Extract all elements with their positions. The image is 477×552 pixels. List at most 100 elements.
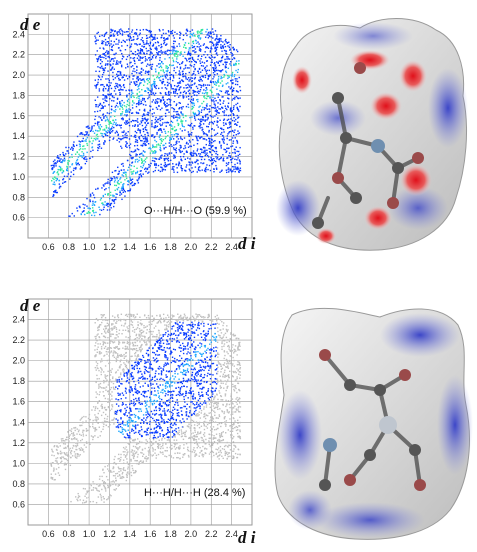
scatter-point (119, 367, 120, 368)
scatter-point (193, 125, 194, 126)
scatter-point (177, 327, 178, 328)
scatter-point (132, 321, 133, 322)
scatter-point (231, 451, 232, 452)
scatter-point (104, 387, 105, 388)
scatter-point (143, 173, 144, 174)
scatter-point (209, 85, 210, 86)
scatter-point (167, 84, 168, 85)
scatter-point (214, 48, 215, 49)
scatter-point (167, 341, 168, 342)
scatter-point (176, 359, 177, 360)
scatter-point (226, 170, 227, 171)
scatter-point (131, 91, 132, 92)
scatter-point (161, 157, 162, 158)
scatter-point (159, 118, 160, 119)
scatter-point (63, 443, 64, 444)
scatter-point (84, 502, 85, 503)
scatter-point (212, 162, 213, 163)
scatter-point (237, 130, 238, 131)
scatter-point (164, 155, 165, 156)
scatter-point (140, 33, 141, 34)
scatter-point (217, 352, 218, 353)
scatter-point (137, 424, 138, 425)
scatter-point (97, 136, 98, 137)
scatter-point (209, 105, 210, 106)
scatter-point (120, 86, 121, 87)
scatter-point (199, 408, 200, 409)
scatter-point (199, 105, 200, 106)
scatter-point (195, 454, 196, 455)
scatter-point (171, 46, 172, 47)
scatter-point (163, 70, 164, 71)
scatter-point (121, 193, 122, 194)
scatter-point (215, 100, 216, 101)
scatter-point (132, 151, 133, 152)
scatter-point (166, 381, 167, 382)
scatter-point (204, 448, 205, 449)
scatter-point (183, 444, 184, 445)
scatter-point (219, 435, 220, 436)
scatter-point (185, 78, 186, 79)
scatter-point (213, 67, 214, 68)
scatter-point (110, 121, 111, 122)
scatter-point (212, 149, 213, 150)
scatter-point (161, 53, 162, 54)
scatter-point (101, 108, 102, 109)
scatter-point (147, 434, 148, 435)
scatter-point (143, 131, 144, 132)
scatter-point (203, 353, 204, 354)
scatter-point (239, 163, 240, 164)
scatter-point (208, 78, 209, 79)
scatter-point (206, 152, 207, 153)
scatter-point (121, 125, 122, 126)
scatter-point (228, 429, 229, 430)
scatter-point (99, 339, 100, 340)
scatter-point (127, 433, 128, 434)
scatter-point (84, 204, 85, 205)
scatter-point (53, 184, 54, 185)
scatter-point (200, 153, 201, 154)
scatter-point (238, 172, 239, 173)
scatter-point (217, 110, 218, 111)
scatter-point (226, 165, 227, 166)
scatter-point (142, 154, 143, 155)
scatter-point (232, 152, 233, 153)
scatter-point (124, 87, 125, 88)
scatter-point (183, 378, 184, 379)
scatter-point (171, 74, 172, 75)
scatter-point (200, 84, 201, 85)
scatter-point (179, 72, 180, 73)
scatter-point (72, 213, 73, 214)
scatter-point (223, 141, 224, 142)
scatter-point (221, 147, 222, 148)
scatter-point (111, 408, 112, 409)
scatter-point (228, 119, 229, 120)
scatter-point (189, 61, 190, 62)
scatter-point (220, 371, 221, 372)
scatter-point (208, 156, 209, 157)
scatter-point (174, 382, 175, 383)
scatter-point (165, 352, 166, 353)
scatter-point (175, 144, 176, 145)
scatter-point (209, 143, 210, 144)
scatter-point (125, 336, 126, 337)
scatter-point (212, 28, 213, 29)
scatter-point (87, 137, 88, 138)
scatter-point (198, 93, 199, 94)
scatter-point (153, 318, 154, 319)
scatter-point (217, 70, 218, 71)
scatter-point (101, 57, 102, 58)
scatter-point (216, 38, 217, 39)
scatter-point (218, 108, 219, 109)
scatter-point (138, 432, 139, 433)
scatter-point (212, 116, 213, 117)
scatter-point (51, 165, 52, 166)
scatter-point (122, 174, 123, 175)
scatter-point (230, 88, 231, 89)
scatter-point (138, 443, 139, 444)
scatter-point (141, 74, 142, 75)
scatter-point (125, 110, 126, 111)
scatter-point (119, 171, 120, 172)
scatter-point (149, 78, 150, 79)
scatter-point (115, 64, 116, 65)
